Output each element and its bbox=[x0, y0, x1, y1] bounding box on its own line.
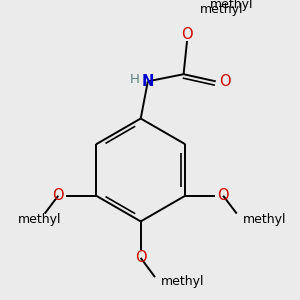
Text: H: H bbox=[130, 73, 140, 86]
Text: methyl: methyl bbox=[242, 213, 286, 226]
Text: O: O bbox=[135, 250, 146, 266]
Text: methyl: methyl bbox=[200, 3, 243, 16]
Text: methyl: methyl bbox=[18, 213, 62, 226]
Text: methyl: methyl bbox=[161, 275, 204, 288]
Text: O: O bbox=[219, 74, 231, 89]
Text: methyl: methyl bbox=[210, 0, 254, 11]
Text: O: O bbox=[217, 188, 229, 203]
Text: O: O bbox=[181, 27, 193, 42]
Text: N: N bbox=[142, 74, 154, 89]
Text: O: O bbox=[52, 188, 64, 203]
